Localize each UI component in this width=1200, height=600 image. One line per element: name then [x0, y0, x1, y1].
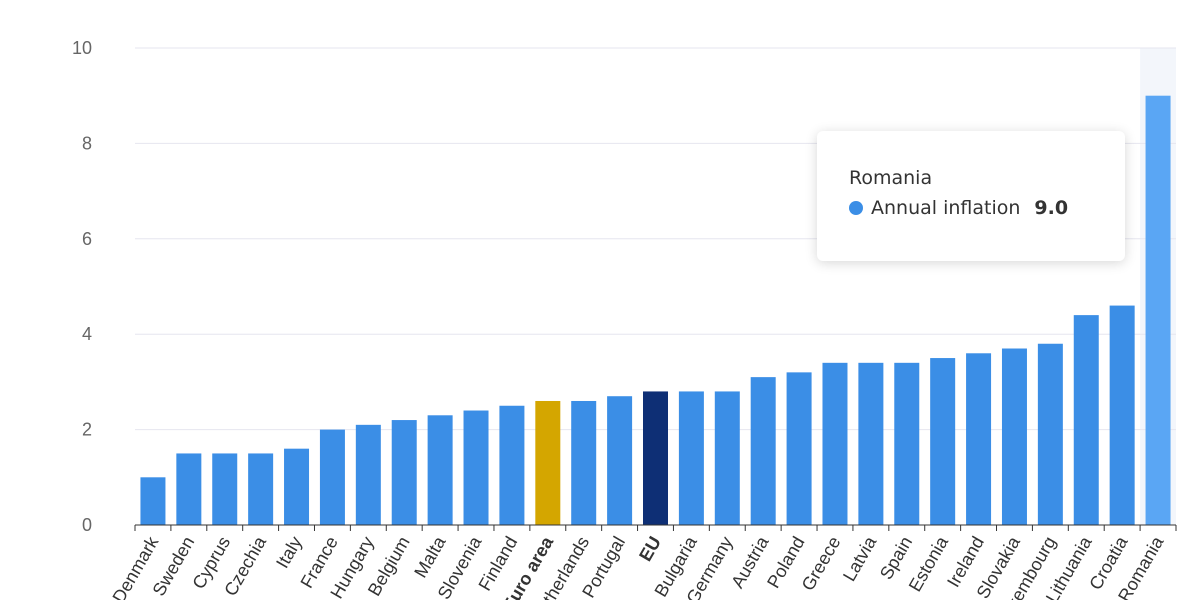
bar-portugal[interactable]: [607, 396, 633, 525]
y-tick-label: 4: [82, 324, 92, 344]
bar-croatia[interactable]: [1109, 305, 1135, 525]
bar-luxembourg[interactable]: [1037, 343, 1063, 525]
y-tick-label: 2: [82, 420, 92, 440]
bar-czechia[interactable]: [248, 453, 274, 525]
bar-euro-area[interactable]: [535, 400, 561, 525]
bar-denmark[interactable]: [140, 477, 166, 525]
tooltip: Romania Annual inflation 9.0: [817, 131, 1125, 261]
y-tick-label: 10: [72, 38, 92, 58]
bar-hungary[interactable]: [355, 424, 381, 525]
bar-estonia[interactable]: [930, 358, 956, 525]
bar-ireland[interactable]: [966, 353, 992, 525]
y-tick-label: 0: [82, 515, 92, 535]
bar-latvia[interactable]: [858, 362, 884, 525]
series-dot-icon: [849, 201, 863, 215]
x-tick-label: Latvia: [839, 532, 881, 584]
bar-slovakia[interactable]: [1001, 348, 1027, 525]
bar-belgium[interactable]: [391, 420, 417, 525]
bar-lithuania[interactable]: [1073, 315, 1099, 525]
x-tick-label: Italy: [272, 533, 306, 572]
y-tick-label: 6: [82, 229, 92, 249]
bar-greece[interactable]: [822, 362, 848, 525]
bar-poland[interactable]: [786, 372, 812, 525]
tooltip-row: Annual inflation 9.0: [849, 197, 1125, 219]
bar-france[interactable]: [319, 429, 345, 525]
x-tick-label: EU: [635, 533, 665, 565]
bar-cyprus[interactable]: [212, 453, 238, 525]
bar-malta[interactable]: [427, 415, 453, 525]
y-tick-label: 8: [82, 133, 92, 153]
bar-austria[interactable]: [750, 377, 776, 525]
bar-finland[interactable]: [499, 405, 525, 525]
bar-netherlands[interactable]: [571, 400, 597, 525]
bar-sweden[interactable]: [176, 453, 202, 525]
bar-spain[interactable]: [894, 362, 920, 525]
bar-romania[interactable]: [1145, 95, 1171, 525]
bar-slovenia[interactable]: [463, 410, 489, 525]
bar-germany[interactable]: [714, 391, 740, 525]
bar-eu[interactable]: [643, 391, 668, 525]
bar-italy[interactable]: [284, 448, 310, 525]
tooltip-series-name: Annual inflation: [871, 197, 1021, 219]
tooltip-value: 9.0: [1034, 197, 1069, 219]
tooltip-title: Romania: [849, 167, 933, 189]
bar-bulgaria[interactable]: [678, 391, 704, 525]
